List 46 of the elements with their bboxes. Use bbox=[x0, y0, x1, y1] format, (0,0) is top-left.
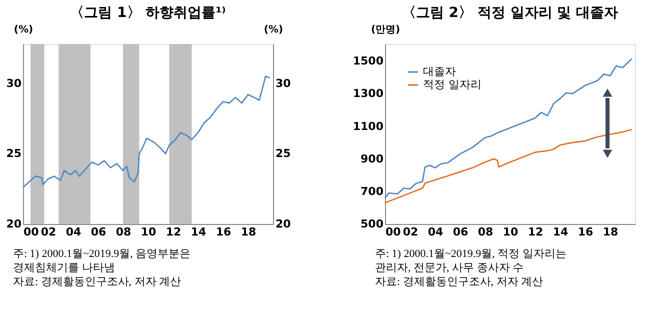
y-tick-label: 1100 bbox=[352, 120, 384, 133]
text: 자료: 경제활동인구조사, 저자 계산 bbox=[375, 276, 544, 288]
y-tick-label: 900 bbox=[360, 152, 384, 166]
x-tick-label: 02 bbox=[40, 226, 56, 238]
x-tick-label: 12 bbox=[166, 226, 182, 238]
x-tick-label: 00 bbox=[386, 226, 402, 238]
x-tick-label: 08 bbox=[116, 226, 132, 238]
x-tick-label: 00 bbox=[24, 226, 40, 238]
x-tick-label: 06 bbox=[452, 226, 468, 238]
line-series bbox=[384, 128, 633, 204]
y2-tick-label: 25 bbox=[276, 147, 291, 160]
x-tick-label: 04 bbox=[66, 226, 82, 238]
y-axis-title: (만명) bbox=[370, 24, 400, 36]
line-series bbox=[22, 76, 271, 188]
y2-axis-title: (%) bbox=[264, 24, 284, 36]
x-tick-label: 04 bbox=[428, 226, 444, 238]
y-tick-label: 1500 bbox=[352, 54, 384, 68]
text: 주: 1) 2000.1월~2019.9월, 음영부분은 경제침체기를 나타냄 bbox=[13, 248, 191, 274]
x-tick-label: 10 bbox=[140, 226, 156, 238]
y-tick-label: 30 bbox=[6, 76, 22, 90]
text: 주: 1) 2000.1월~2019.9월, 적정 일자리는 관리자, 전문가, 사무 종사자 수 bbox=[375, 248, 566, 274]
x-tick-label: 14 bbox=[190, 226, 206, 238]
y-tick-label: 1300 bbox=[352, 87, 384, 100]
y-tick-label: 20 bbox=[6, 218, 22, 230]
y-axis-title: (%) bbox=[14, 24, 34, 36]
y-tick-label: 700 bbox=[360, 184, 384, 198]
x-tick-label: 08 bbox=[478, 226, 494, 238]
y-tick-label: 25 bbox=[6, 147, 22, 160]
legend-label: 적정 일자리 bbox=[423, 78, 482, 91]
y2-tick-label: 20 bbox=[276, 218, 292, 230]
x-tick-label: 10 bbox=[502, 226, 518, 238]
legend-label: 대졸자 bbox=[423, 65, 456, 78]
chart-title: 〈그림 2〉 적정 일자리 및 대졸자 bbox=[402, 5, 618, 21]
x-tick-label: 12 bbox=[528, 226, 544, 238]
x-tick-label: 16 bbox=[216, 226, 232, 238]
x-tick-label: 18 bbox=[240, 226, 256, 238]
x-tick-label: 18 bbox=[602, 226, 618, 238]
x-tick-label: 14 bbox=[552, 226, 568, 238]
text: 자료: 경제활동인구조사, 저자 계산 bbox=[13, 276, 182, 288]
y2-tick-label: 30 bbox=[276, 76, 292, 90]
chart-title: 〈그림 1〉 하향취업률¹⁾ bbox=[70, 5, 226, 21]
x-tick-label: 02 bbox=[402, 226, 418, 238]
line-series bbox=[384, 58, 633, 199]
y-tick-label: 500 bbox=[360, 218, 384, 230]
x-tick-label: 06 bbox=[90, 226, 106, 238]
x-tick-label: 16 bbox=[578, 226, 594, 238]
